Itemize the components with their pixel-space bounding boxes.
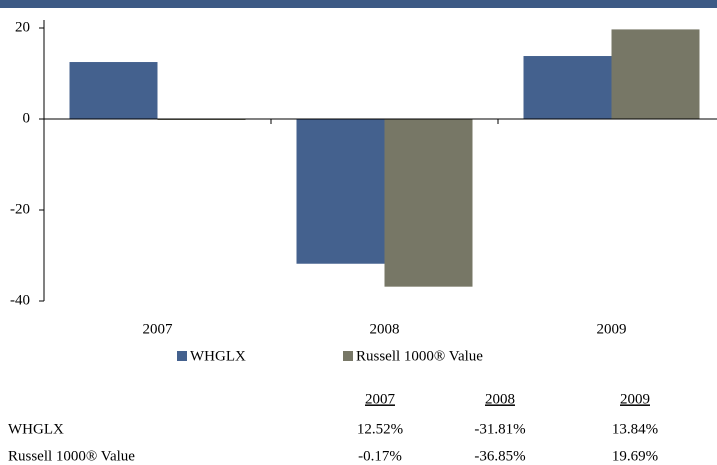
table-row-label: WHGLX [8,421,64,437]
table-row-label: Russell 1000® Value [8,448,135,464]
table-cell: 13.84% [612,421,658,437]
y-tick-label: -20 [10,201,30,217]
bar [523,56,612,119]
y-tick-label: 20 [15,19,30,35]
bar [611,29,700,119]
table-header: 2009 [620,391,650,407]
legend-label: Russell 1000® Value [356,348,483,364]
table-cell: -0.17% [358,448,402,464]
table-cell: -31.81% [474,421,525,437]
y-tick-label: 0 [23,110,31,126]
x-tick-label: 2007 [143,321,174,337]
legend-swatch [343,351,353,361]
y-tick-label: -40 [10,292,30,308]
table-cell: -36.85% [474,448,525,464]
legend-swatch [177,351,187,361]
x-tick-label: 2009 [597,321,627,337]
table-cell: 12.52% [357,421,403,437]
legend-label: WHGLX [190,348,246,364]
table-cell: 19.69% [612,448,658,464]
bar [296,119,385,264]
bar [69,62,158,119]
x-tick-label: 2008 [370,321,400,337]
header-strip [0,0,717,8]
table-header: 2007 [365,391,396,407]
bar [384,119,473,287]
table-header: 2008 [485,391,515,407]
